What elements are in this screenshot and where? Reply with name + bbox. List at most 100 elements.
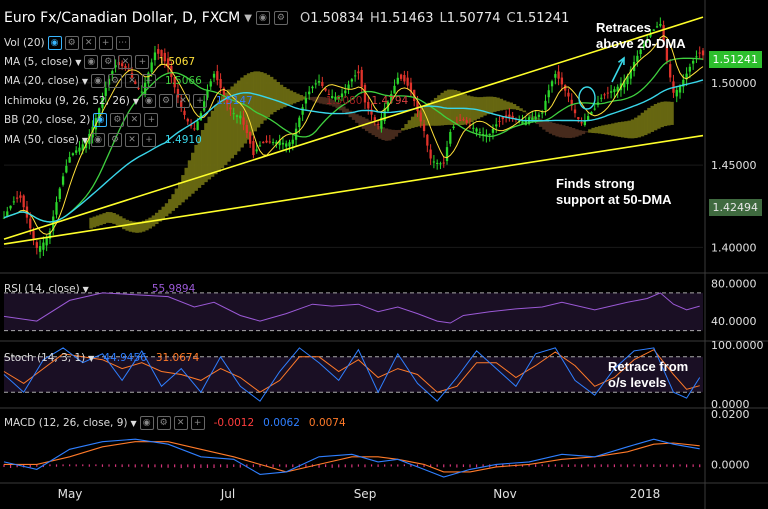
candle-body (675, 89, 678, 97)
delete-icon[interactable]: ✕ (127, 113, 142, 127)
candle-body (399, 74, 403, 79)
delete-icon[interactable]: ✕ (175, 94, 190, 108)
delete-icon[interactable]: ✕ (125, 74, 140, 88)
candle-body (42, 242, 45, 250)
cloud-slice (95, 215, 100, 227)
cloud-slice (361, 117, 366, 129)
cloud-slice (614, 122, 618, 137)
gear-icon[interactable]: ⚙ (158, 94, 173, 108)
eye-icon[interactable]: ◉ (139, 416, 154, 430)
add-icon[interactable]: + (142, 133, 157, 147)
candle-body (577, 117, 580, 120)
legend-rsi[interactable]: RSI (14, close) ▼ 55.9894 (4, 283, 195, 295)
candle-body (314, 83, 317, 85)
candle-body (445, 147, 449, 161)
add-icon[interactable]: + (142, 74, 157, 88)
subpanel-series (3, 292, 703, 478)
add-icon[interactable]: + (135, 55, 150, 69)
add-icon[interactable]: + (144, 113, 159, 127)
chevron-down-icon[interactable]: ▼ (130, 418, 137, 428)
time-tick-label: 2018 (630, 487, 661, 501)
add-icon[interactable]: + (190, 416, 205, 430)
add-icon[interactable]: + (192, 94, 207, 108)
gear-icon[interactable]: ⚙ (156, 416, 171, 430)
candle-body (304, 98, 308, 104)
candle-body (504, 115, 508, 118)
eye-icon[interactable]: ◉ (141, 94, 156, 108)
chevron-down-icon[interactable]: ▼ (75, 57, 82, 67)
cloud-slice (453, 90, 458, 126)
eye-icon[interactable]: ◉ (47, 36, 62, 50)
gear-icon[interactable]: ⚙ (108, 133, 123, 147)
macd-tick-label: 0.0000 (711, 458, 750, 471)
candle-body (682, 79, 685, 87)
delete-icon[interactable]: ✕ (173, 416, 188, 430)
rsi-band (4, 292, 703, 331)
macd-label: MACD (12, 26, close, 9) (4, 417, 128, 429)
legend-bb[interactable]: BB (20, close, 2) ◉ ⚙ ✕ + (4, 113, 159, 127)
cloud-slice (410, 116, 415, 128)
gear-icon[interactable]: ⚙ (110, 113, 125, 127)
eye-icon[interactable]: ◉ (84, 55, 99, 69)
eye-icon[interactable]: ◉ (93, 113, 108, 127)
candle-body (600, 97, 603, 99)
gear-icon[interactable]: ⚙ (64, 36, 79, 50)
candle-body (258, 145, 262, 147)
cloud-slice (282, 87, 287, 108)
candle-body (248, 131, 252, 144)
legend-macd[interactable]: MACD (12, 26, close, 9) ▼ ◉ ⚙ ✕ + -0.001… (4, 416, 346, 430)
cloud-slice (168, 199, 172, 214)
legend-ma20[interactable]: MA (20, close) ▼ ◉ ⚙ ✕ + 1.5066 (4, 74, 202, 88)
candle-body (186, 118, 189, 122)
chevron-down-icon[interactable]: ▼ (81, 76, 89, 86)
symbol-dropdown-icon[interactable]: ▼ (244, 12, 252, 24)
candle-body (48, 231, 52, 239)
gear-icon[interactable]: ⚙ (273, 11, 288, 25)
delete-icon[interactable]: ✕ (81, 36, 96, 50)
candle-body (22, 195, 25, 208)
chevron-down-icon[interactable]: ▼ (132, 96, 139, 106)
legend-vol[interactable]: Vol (20) ◉ ⚙ ✕ + ⋯ (4, 36, 130, 50)
legend-ma50[interactable]: MA (50, close) ▼ ◉ ⚙ ✕ + 1.4910 (4, 133, 202, 147)
candle-body (137, 87, 140, 89)
delete-icon[interactable]: ✕ (125, 133, 140, 147)
candle-body (262, 141, 265, 144)
more-icon[interactable]: ⋯ (115, 36, 130, 50)
cloud-slice (128, 220, 133, 232)
cloud-slice (509, 102, 513, 110)
candle-body (239, 115, 242, 119)
legend-stoch[interactable]: Stoch (14, 3, 1) ▼ 44.9456 31.0674 (4, 352, 199, 364)
cloud-slice (217, 100, 221, 172)
eye-icon[interactable]: ◉ (91, 133, 106, 147)
cloud-slice (345, 108, 349, 115)
chevron-down-icon[interactable]: ▼ (81, 135, 89, 145)
cloud-slice (450, 89, 454, 125)
cloud-slice (273, 79, 277, 113)
add-icon[interactable]: + (98, 36, 113, 50)
legend-ma5[interactable]: MA (5, close) ▼ ◉ ⚙ ✕ + 1.5067 (4, 55, 195, 69)
candle-body (541, 112, 544, 114)
candle-body (275, 141, 278, 145)
candle-body (468, 124, 472, 126)
chevron-down-icon[interactable]: ▼ (82, 284, 89, 294)
candle-body (160, 49, 163, 57)
candle-body (360, 69, 363, 88)
gear-icon[interactable]: ⚙ (101, 55, 116, 69)
rsi-line (3, 292, 700, 324)
eye-icon[interactable]: ◉ (255, 11, 270, 25)
cloud-slice (430, 100, 435, 126)
candle-body (396, 77, 399, 84)
cloud-slice (371, 122, 376, 136)
chevron-down-icon[interactable]: ▼ (88, 353, 95, 363)
gear-icon[interactable]: ⚙ (108, 74, 123, 88)
cloud-slice (502, 100, 507, 110)
candle-body (567, 92, 570, 97)
candle-body (698, 52, 701, 54)
delete-icon[interactable]: ✕ (118, 55, 133, 69)
eye-icon[interactable]: ◉ (91, 74, 106, 88)
stoch-d-value: 31.0674 (155, 352, 200, 364)
candle-body (626, 75, 629, 85)
cloud-slice (214, 105, 218, 175)
candle-body (268, 141, 271, 143)
legend-ichimoku[interactable]: Ichimoku (9, 26, 52, 26) ▼ ◉ ⚙ ✕ + 1.514… (4, 94, 408, 108)
